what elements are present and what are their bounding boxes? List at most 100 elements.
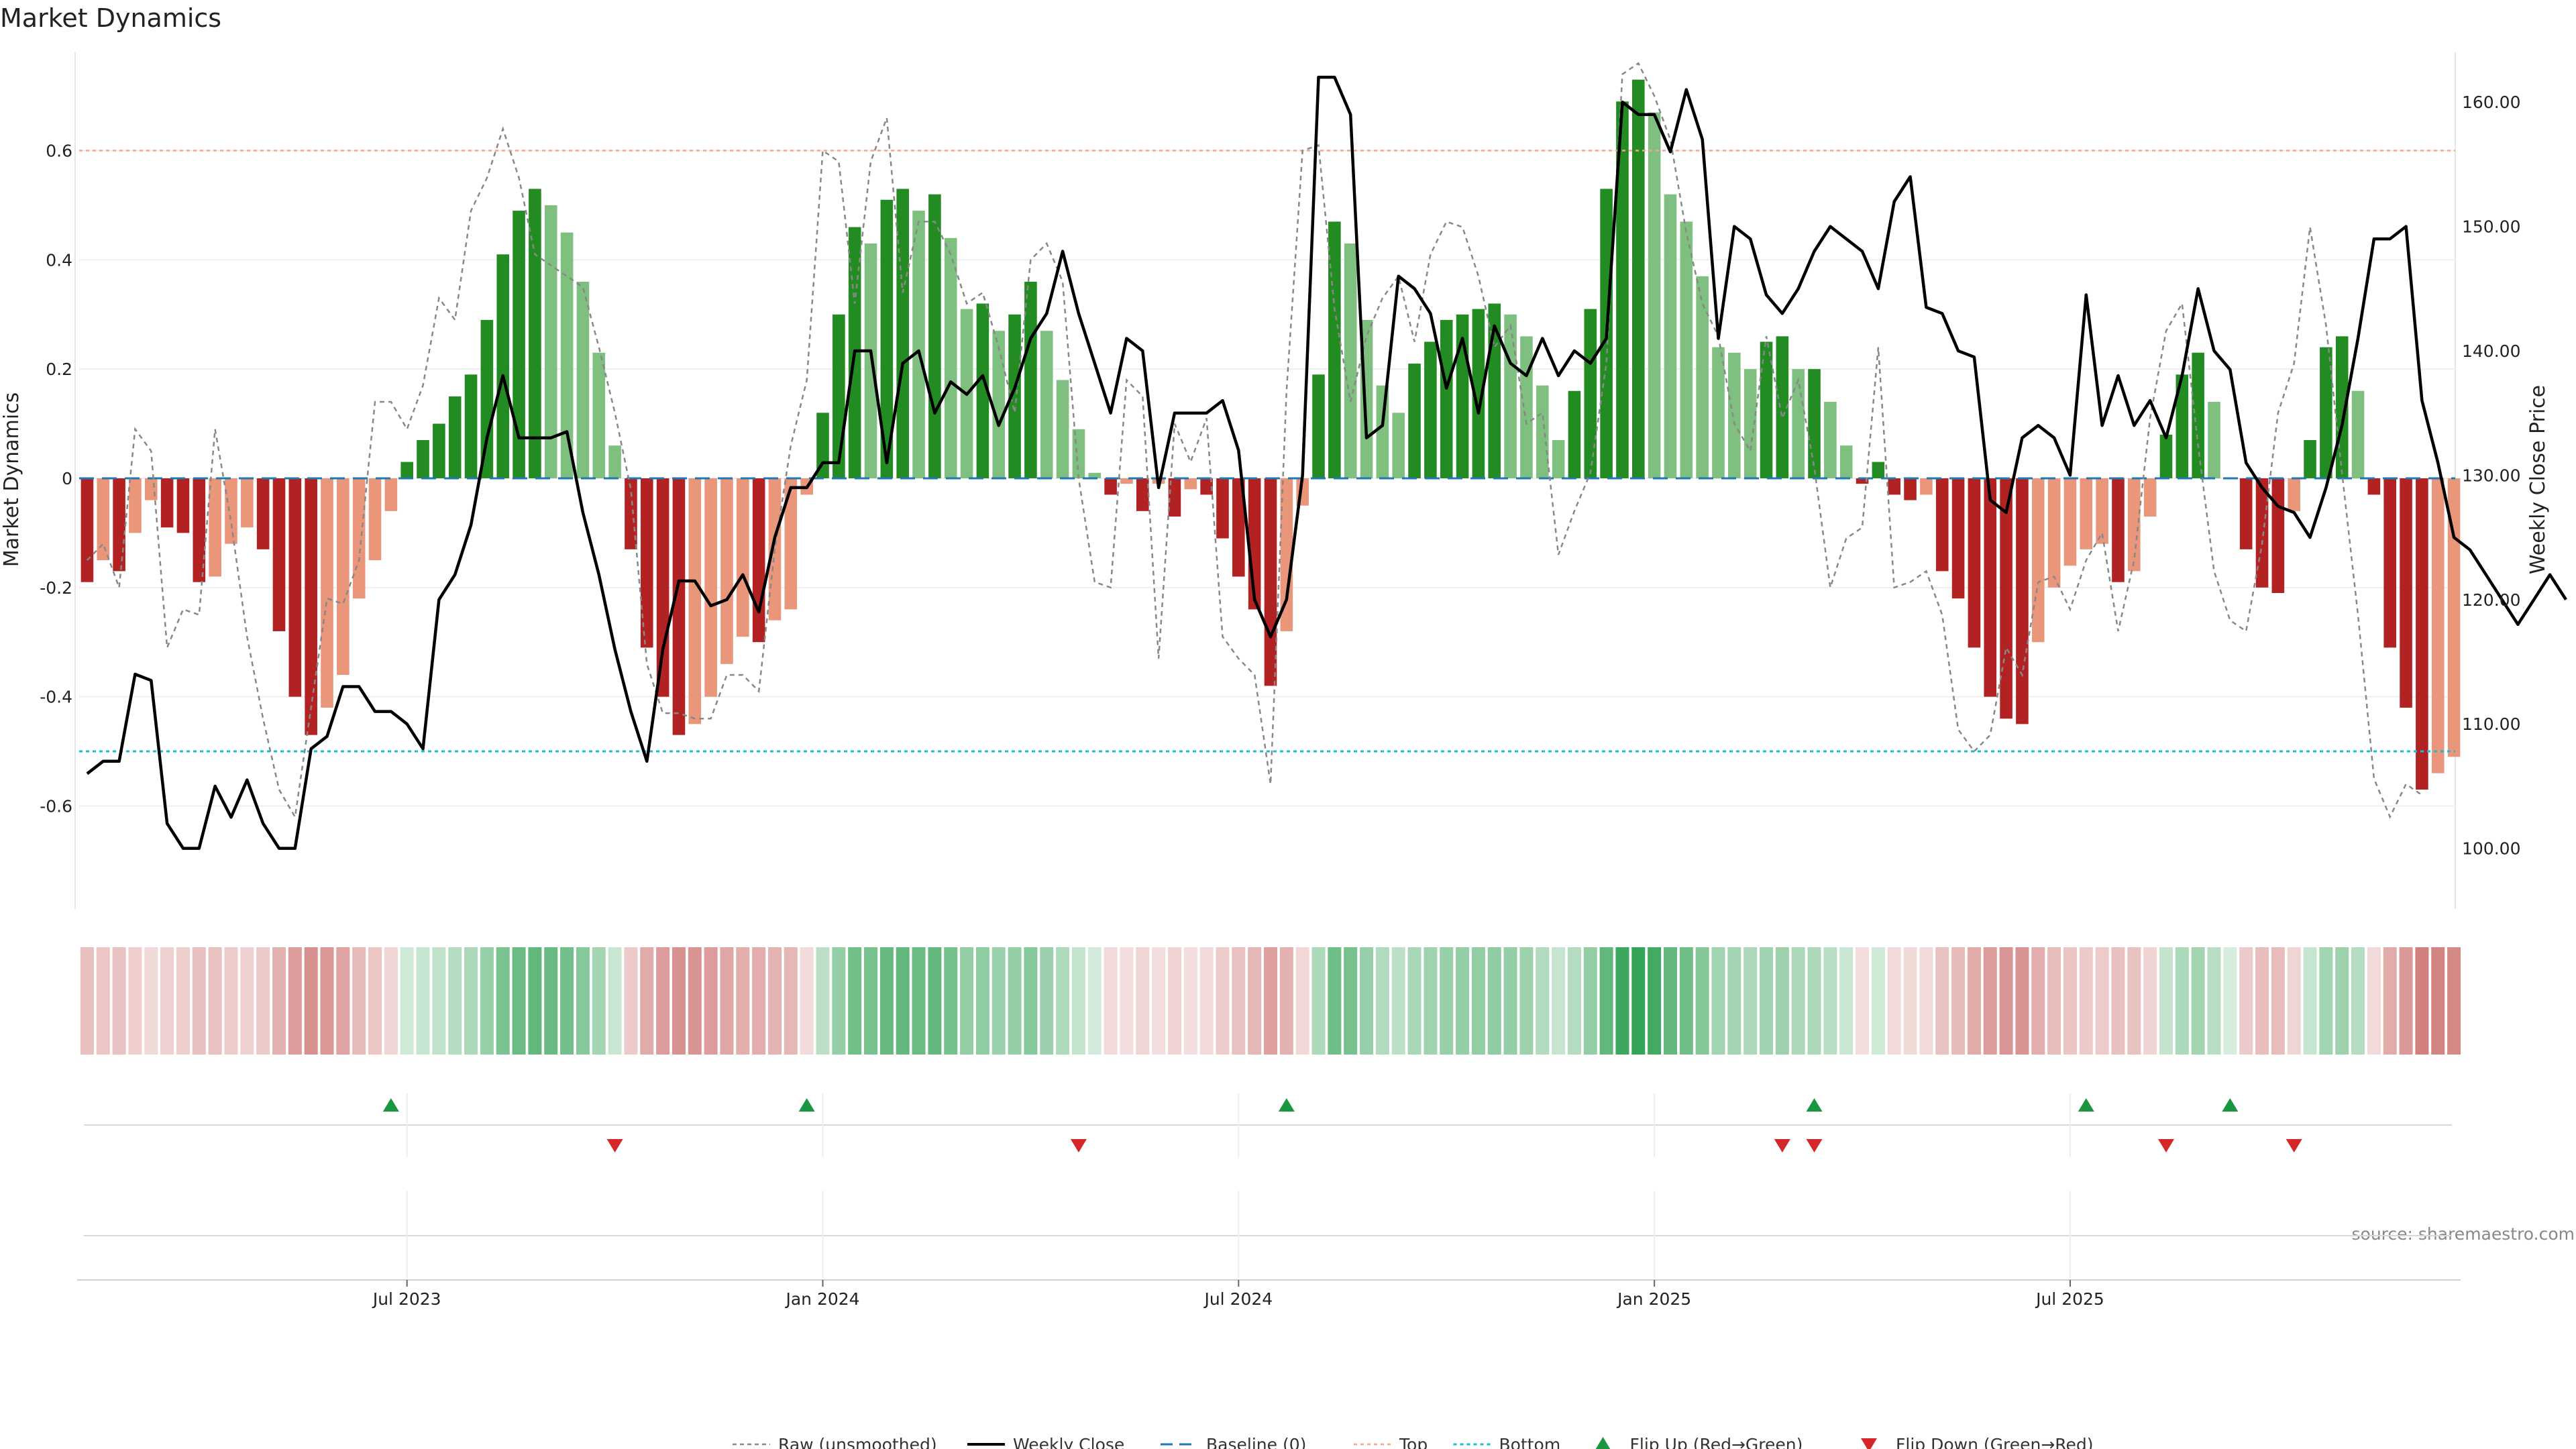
dynamics-bar [1568, 390, 1581, 478]
heat-cell [1232, 947, 1246, 1055]
heat-cell [2095, 947, 2109, 1055]
heat-cell [464, 947, 478, 1055]
dynamics-bar [1056, 380, 1069, 478]
dynamics-bar [1728, 352, 1741, 478]
heat-cell [1727, 947, 1741, 1055]
dynamics-bar [1631, 79, 1645, 478]
flip-down-marker [2157, 1139, 2174, 1152]
heat-cell [208, 947, 222, 1055]
heat-cell [767, 947, 782, 1055]
heat-cell [2143, 947, 2157, 1055]
dynamics-bar [1280, 478, 1293, 631]
heat-cell [2223, 947, 2237, 1055]
heat-cell [1839, 947, 1854, 1055]
legend-swatch-flip-up [1595, 1437, 1611, 1449]
heat-cell [1679, 947, 1693, 1055]
heat-cell [656, 947, 670, 1055]
dynamics-bar [928, 194, 941, 478]
dynamics-bar [225, 478, 237, 544]
dynamics-bar [2271, 478, 2285, 593]
dynamics-bar [1472, 309, 1485, 478]
dynamics-bar [976, 303, 989, 478]
dynamics-bar [2016, 478, 2029, 724]
y2-tick-label: 160.00 [2462, 93, 2520, 112]
dynamics-bar [1552, 440, 1565, 478]
dynamics-bar [1088, 472, 1102, 478]
y-axis-title: Market Dynamics [0, 392, 23, 568]
dynamics-bar [720, 478, 733, 664]
dynamics-bar [144, 478, 158, 500]
flip-up-marker [2222, 1098, 2239, 1112]
heat-cell [448, 947, 462, 1055]
dynamics-bar [2031, 478, 2045, 643]
heat-cell [2239, 947, 2253, 1055]
heat-cell [1295, 947, 1309, 1055]
heat-cell [720, 947, 734, 1055]
dynamics-bar [2239, 478, 2253, 549]
dynamics-bar [880, 199, 894, 478]
legend-label: Baseline (0) [1206, 1435, 1306, 1449]
heat-cell [1152, 947, 1166, 1055]
heat-cell [1248, 947, 1262, 1055]
dynamics-bar [2192, 352, 2204, 478]
heat-cell [928, 947, 942, 1055]
heat-cell [1487, 947, 1501, 1055]
heat-cell [879, 947, 894, 1055]
dynamics-bar [496, 254, 510, 478]
heat-cell [912, 947, 926, 1055]
heat-cell [1071, 947, 1085, 1055]
dynamics-bar [113, 478, 125, 572]
dynamics-bar [1024, 281, 1037, 478]
legend-label: Bottom [1499, 1435, 1561, 1449]
legend-label: Top [1399, 1435, 1428, 1449]
heat-cell [1583, 947, 1597, 1055]
dynamics-bar [2383, 478, 2397, 648]
heat-cell [640, 947, 654, 1055]
heat-cell [1471, 947, 1485, 1055]
flip-markers [84, 1098, 2452, 1236]
dynamics-bar [1839, 445, 1853, 478]
heat-cell [1823, 947, 1837, 1055]
heat-cell [2191, 947, 2205, 1055]
y2-tick-label: 130.00 [2462, 466, 2520, 485]
y-tick-label: 0 [62, 469, 72, 488]
dynamics-bar [1120, 478, 1133, 484]
heat-cell [1199, 947, 1214, 1055]
heat-cell [1424, 947, 1438, 1055]
y-tick-label: 0.4 [46, 250, 72, 270]
dynamics-bar [2080, 478, 2093, 549]
heat-cell [2383, 947, 2397, 1055]
x-tick-label: Jul 2023 [372, 1289, 441, 1309]
flip-down-marker [606, 1139, 623, 1152]
heat-cell [1791, 947, 1805, 1055]
heat-cell [1087, 947, 1102, 1055]
dynamics-bar [176, 478, 190, 533]
reference-lines [79, 150, 2455, 753]
heat-cell [736, 947, 750, 1055]
heat-cell [2207, 947, 2221, 1055]
y-tick-label: -0.2 [40, 578, 72, 598]
heat-cell [1631, 947, 1646, 1055]
legend-swatch-flip-down [1861, 1438, 1877, 1449]
heat-cell [480, 947, 494, 1055]
heat-cell [1167, 947, 1181, 1055]
dynamics-bar [1616, 101, 1629, 478]
heat-cell [400, 947, 414, 1055]
dynamics-bar [1168, 478, 1181, 517]
heat-cell [1056, 947, 1070, 1055]
dynamics-bar [944, 237, 957, 478]
heat-cell [784, 947, 798, 1055]
legend-label: Raw (unsmoothed) [778, 1435, 937, 1449]
heat-cell [800, 947, 814, 1055]
dynamics-bar [1328, 221, 1341, 478]
dynamics-bar [1344, 243, 1357, 478]
heat-cell [1999, 947, 2013, 1055]
dynamics-bar [1743, 369, 1757, 478]
heat-cell [1935, 947, 1949, 1055]
flip-up-marker [1806, 1098, 1823, 1112]
x-tick-label: Jul 2024 [1203, 1289, 1273, 1309]
dynamics-bar [384, 478, 398, 511]
dynamics-bar [2128, 478, 2141, 572]
dynamics-bar [656, 478, 669, 697]
